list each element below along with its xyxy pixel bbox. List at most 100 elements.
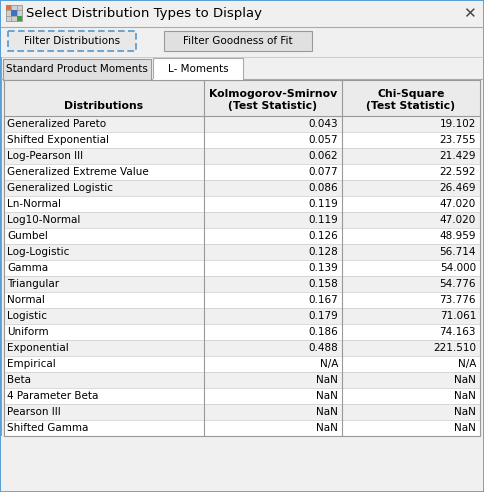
Text: 0.179: 0.179 — [308, 311, 338, 321]
Text: Empirical: Empirical — [7, 359, 56, 369]
Text: (Test Statistic): (Test Statistic) — [228, 101, 318, 111]
Text: 71.061: 71.061 — [439, 311, 476, 321]
Text: Distributions: Distributions — [64, 101, 144, 111]
Text: 47.020: 47.020 — [440, 215, 476, 225]
Text: Filter Distributions: Filter Distributions — [24, 36, 120, 46]
Text: NaN: NaN — [454, 423, 476, 433]
Text: 19.102: 19.102 — [439, 119, 476, 129]
Text: 73.776: 73.776 — [439, 295, 476, 305]
Text: NaN: NaN — [316, 391, 338, 401]
Bar — [4, 308, 480, 324]
Text: Log-Pearson III: Log-Pearson III — [7, 151, 83, 161]
Text: Pearson III: Pearson III — [7, 407, 61, 417]
Text: 54.776: 54.776 — [439, 279, 476, 289]
Text: NaN: NaN — [454, 407, 476, 417]
Text: Logistic: Logistic — [7, 311, 47, 321]
Bar — [4, 324, 480, 340]
Bar — [4, 116, 480, 132]
Text: 0.057: 0.057 — [308, 135, 338, 145]
Text: 0.126: 0.126 — [308, 231, 338, 241]
Text: Exponential: Exponential — [7, 343, 69, 353]
Text: Standard Product Moments: Standard Product Moments — [6, 64, 148, 74]
Text: Filter Goodness of Fit: Filter Goodness of Fit — [183, 36, 293, 46]
Text: 0.488: 0.488 — [308, 343, 338, 353]
Text: 22.592: 22.592 — [439, 167, 476, 177]
Text: Gamma: Gamma — [7, 263, 48, 273]
Bar — [4, 292, 480, 308]
Bar — [4, 260, 480, 276]
Text: 0.043: 0.043 — [308, 119, 338, 129]
Bar — [4, 180, 480, 196]
Text: 221.510: 221.510 — [433, 343, 476, 353]
Text: NaN: NaN — [316, 375, 338, 385]
Bar — [4, 80, 480, 436]
Bar — [16, 16, 22, 21]
Bar — [4, 404, 480, 420]
Bar — [6, 5, 11, 10]
Bar — [1, 27, 483, 57]
Text: 0.077: 0.077 — [308, 167, 338, 177]
Bar — [6, 5, 22, 21]
Bar — [4, 244, 480, 260]
Bar — [8, 31, 136, 51]
Bar — [11, 10, 16, 16]
Text: 21.429: 21.429 — [439, 151, 476, 161]
Bar — [1, 1, 483, 27]
Text: 54.000: 54.000 — [440, 263, 476, 273]
Text: 56.714: 56.714 — [439, 247, 476, 257]
Bar — [3, 59, 151, 80]
Text: 23.755: 23.755 — [439, 135, 476, 145]
Text: NaN: NaN — [316, 407, 338, 417]
Bar — [1, 436, 483, 491]
Text: Triangular: Triangular — [7, 279, 59, 289]
Text: 47.020: 47.020 — [440, 199, 476, 209]
Text: Generalized Pareto: Generalized Pareto — [7, 119, 106, 129]
Text: Kolmogorov-Smirnov: Kolmogorov-Smirnov — [209, 89, 337, 99]
Bar — [164, 31, 312, 51]
Text: 74.163: 74.163 — [439, 327, 476, 337]
Text: NaN: NaN — [454, 391, 476, 401]
Text: Shifted Exponential: Shifted Exponential — [7, 135, 109, 145]
Text: Log-Logistic: Log-Logistic — [7, 247, 69, 257]
Bar — [153, 58, 243, 80]
Bar — [4, 276, 480, 292]
Bar — [4, 340, 480, 356]
Text: 26.469: 26.469 — [439, 183, 476, 193]
Text: Uniform: Uniform — [7, 327, 48, 337]
Bar — [4, 356, 480, 372]
Bar — [4, 148, 480, 164]
Text: N/A: N/A — [458, 359, 476, 369]
Bar — [4, 388, 480, 404]
Bar — [4, 420, 480, 436]
Text: 0.119: 0.119 — [308, 215, 338, 225]
Text: Ln-Normal: Ln-Normal — [7, 199, 61, 209]
Text: 0.119: 0.119 — [308, 199, 338, 209]
Text: Generalized Extreme Value: Generalized Extreme Value — [7, 167, 149, 177]
Text: Chi-Square: Chi-Square — [378, 89, 445, 99]
Text: Gumbel: Gumbel — [7, 231, 48, 241]
Text: Beta: Beta — [7, 375, 31, 385]
Text: 0.062: 0.062 — [308, 151, 338, 161]
Bar — [4, 212, 480, 228]
Text: Shifted Gamma: Shifted Gamma — [7, 423, 89, 433]
Bar — [4, 132, 480, 148]
Bar — [4, 80, 480, 116]
Text: L- Moments: L- Moments — [167, 64, 228, 74]
Text: Log10-Normal: Log10-Normal — [7, 215, 80, 225]
Text: 48.959: 48.959 — [439, 231, 476, 241]
Bar — [4, 196, 480, 212]
Text: N/A: N/A — [319, 359, 338, 369]
Text: 0.086: 0.086 — [308, 183, 338, 193]
Text: 0.158: 0.158 — [308, 279, 338, 289]
Text: ✕: ✕ — [463, 6, 475, 22]
Text: Normal: Normal — [7, 295, 45, 305]
Text: 0.167: 0.167 — [308, 295, 338, 305]
Text: Select Distribution Types to Display: Select Distribution Types to Display — [26, 7, 262, 21]
Text: 4 Parameter Beta: 4 Parameter Beta — [7, 391, 98, 401]
Text: Generalized Logistic: Generalized Logistic — [7, 183, 113, 193]
Text: (Test Statistic): (Test Statistic) — [366, 101, 455, 111]
Text: 0.186: 0.186 — [308, 327, 338, 337]
Bar — [4, 80, 480, 436]
Text: NaN: NaN — [454, 375, 476, 385]
Text: 0.128: 0.128 — [308, 247, 338, 257]
